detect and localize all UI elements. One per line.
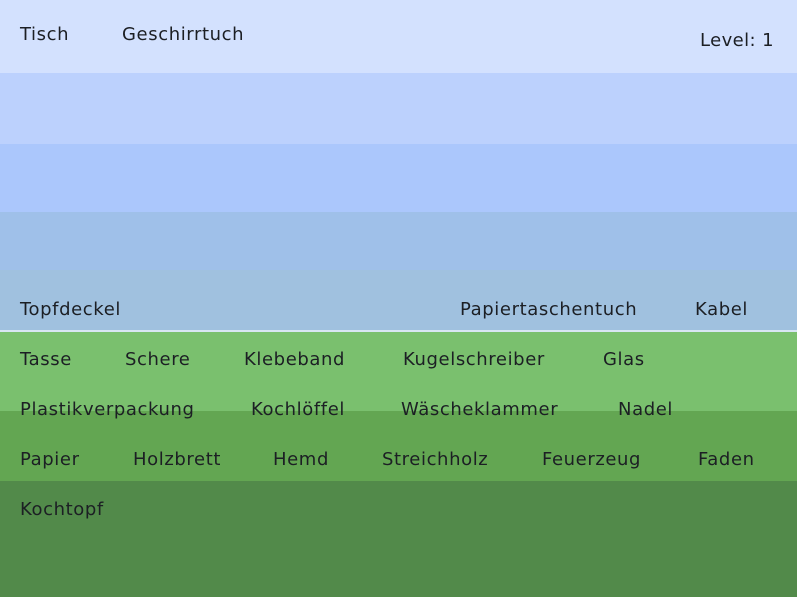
word-plastikverpackung[interactable]: Plastikverpackung xyxy=(20,399,195,420)
word-papiertaschentuch[interactable]: Papiertaschentuch xyxy=(460,299,638,320)
word-kabel[interactable]: Kabel xyxy=(695,299,749,320)
word-tasse[interactable]: Tasse xyxy=(20,349,72,370)
sky-band-3 xyxy=(0,144,797,212)
sky-band-2 xyxy=(0,73,797,144)
word-streichholz[interactable]: Streichholz xyxy=(382,449,489,470)
word-schere[interactable]: Schere xyxy=(125,349,191,370)
word-klebeband[interactable]: Klebeband xyxy=(244,349,346,370)
word-waescheklammer[interactable]: Wäscheklammer xyxy=(401,399,559,420)
grass-band-2 xyxy=(0,411,797,481)
word-nadel[interactable]: Nadel xyxy=(618,399,673,420)
sky-band-5 xyxy=(0,270,797,330)
word-papier[interactable]: Papier xyxy=(20,449,80,470)
word-geschirrtuch[interactable]: Geschirrtuch xyxy=(122,24,245,45)
word-feuerzeug[interactable]: Feuerzeug xyxy=(542,449,642,470)
word-hemd[interactable]: Hemd xyxy=(273,449,329,470)
sky-band-1 xyxy=(0,0,797,73)
level-indicator: Level: 1 xyxy=(700,30,774,51)
grass-band-1 xyxy=(0,332,797,411)
word-kochtopf[interactable]: Kochtopf xyxy=(20,499,104,520)
grass-band-3 xyxy=(0,481,797,597)
word-faden[interactable]: Faden xyxy=(698,449,755,470)
word-glas[interactable]: Glas xyxy=(603,349,645,370)
sky-band-4 xyxy=(0,212,797,270)
horizon-divider xyxy=(0,330,797,332)
word-tisch[interactable]: Tisch xyxy=(20,24,70,45)
word-kochloeffel[interactable]: Kochlöffel xyxy=(251,399,345,420)
word-holzbrett[interactable]: Holzbrett xyxy=(133,449,222,470)
word-topfdeckel[interactable]: Topfdeckel xyxy=(20,299,121,320)
word-kugelschreiber[interactable]: Kugelschreiber xyxy=(403,349,545,370)
